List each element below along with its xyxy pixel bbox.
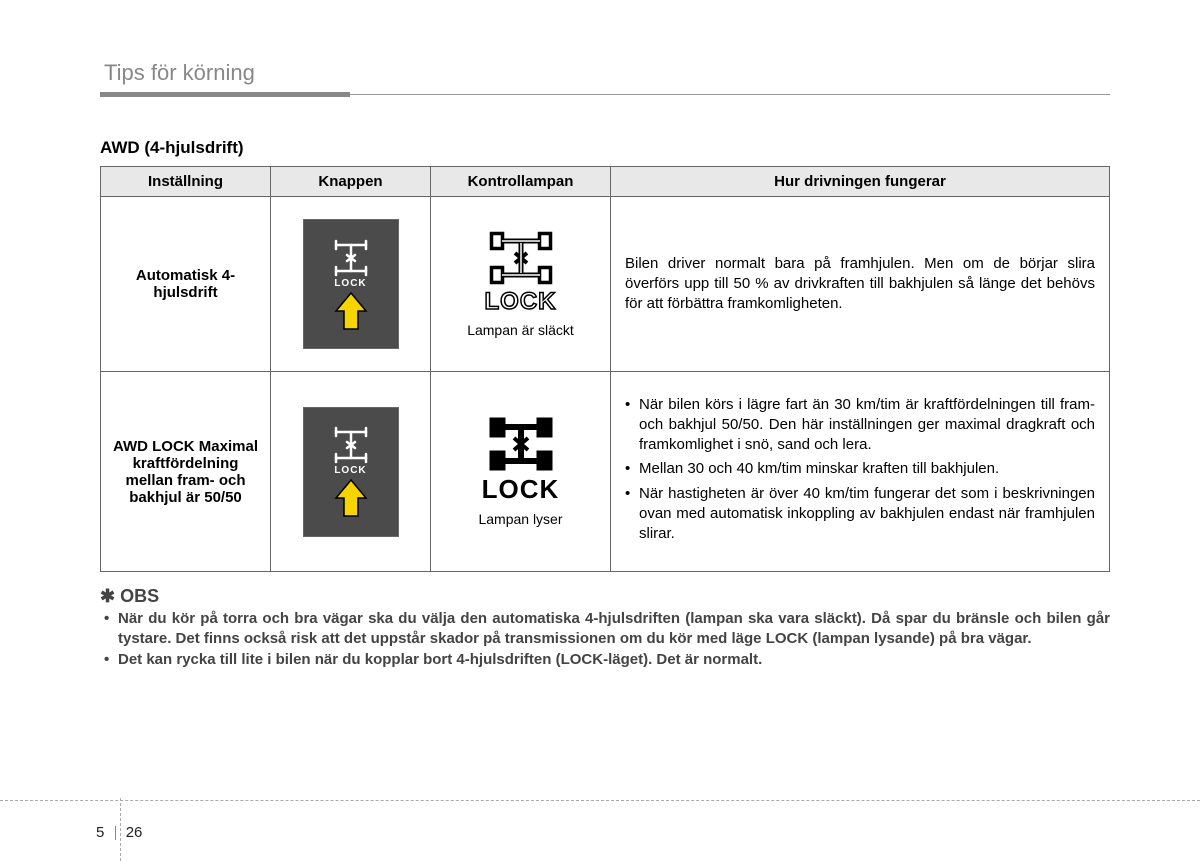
page-separator	[115, 826, 116, 840]
page-header-title: Tips för körning	[100, 60, 1110, 86]
page-number: 5 26	[96, 824, 142, 841]
setting-cell: Automatisk 4-hjulsdrift	[101, 197, 271, 372]
table-header-row: Inställning Knappen Kontrollampan Hur dr…	[101, 167, 1110, 197]
desc-bullet: När bilen körs i lägre fart än 30 km/tim…	[625, 395, 1095, 456]
obs-item: Det kan rycka till lite i bilen när du k…	[104, 650, 1110, 670]
desc-cell: Bilen driver normalt bara på framhjulen.…	[611, 197, 1110, 372]
obs-title: ✱ OBS	[100, 586, 1110, 607]
section-title: AWD (4-hjulsdrift)	[100, 138, 1110, 158]
crop-mark-horizontal	[0, 800, 1200, 801]
button-lock-label: LOCK	[334, 465, 366, 476]
page-no: 26	[126, 824, 143, 841]
awd-axle-icon	[330, 238, 372, 278]
table-row: AWD LOCK Maximal kraftfördelning mellan …	[101, 372, 1110, 572]
up-arrow-icon	[334, 291, 368, 331]
header-rule	[100, 92, 1110, 98]
chapter-number: 5	[96, 824, 104, 841]
awd-axle-solid-icon	[486, 416, 556, 472]
desc-bullet: Mellan 30 och 40 km/tim minskar kraften …	[625, 459, 1095, 479]
lamp-cell: LOCK Lampan är släckt	[431, 197, 611, 372]
table-row: Automatisk 4-hjulsdrift LOCK	[101, 197, 1110, 372]
obs-item: När du kör på torra och bra vägar ska du…	[104, 609, 1110, 650]
th-button: Knappen	[271, 167, 431, 197]
button-cell: LOCK	[271, 197, 431, 372]
awd-table: Inställning Knappen Kontrollampan Hur dr…	[100, 166, 1110, 572]
th-desc: Hur drivningen fungerar	[611, 167, 1110, 197]
lamp-lock-word: LOCK	[485, 288, 557, 316]
lamp-lock-word: LOCK	[482, 474, 560, 505]
lamp-cell: LOCK Lampan lyser	[431, 372, 611, 572]
lamp-caption: Lampan är släckt	[467, 322, 574, 338]
awd-axle-outline-icon	[486, 230, 556, 286]
desc-bullet: När hastigheten är över 40 km/tim funger…	[625, 484, 1095, 545]
lamp-caption: Lampan lyser	[478, 511, 562, 527]
awd-lock-button-graphic: LOCK	[303, 219, 399, 349]
up-arrow-icon	[334, 478, 368, 518]
button-cell: LOCK	[271, 372, 431, 572]
th-lamp: Kontrollampan	[431, 167, 611, 197]
th-setting: Inställning	[101, 167, 271, 197]
setting-cell: AWD LOCK Maximal kraftfördelning mellan …	[101, 372, 271, 572]
desc-cell: När bilen körs i lägre fart än 30 km/tim…	[611, 372, 1110, 572]
obs-note: ✱ OBS När du kör på torra och bra vägar …	[100, 586, 1110, 670]
awd-lock-button-graphic: LOCK	[303, 407, 399, 537]
button-lock-label: LOCK	[334, 278, 366, 289]
awd-axle-icon	[330, 425, 372, 465]
